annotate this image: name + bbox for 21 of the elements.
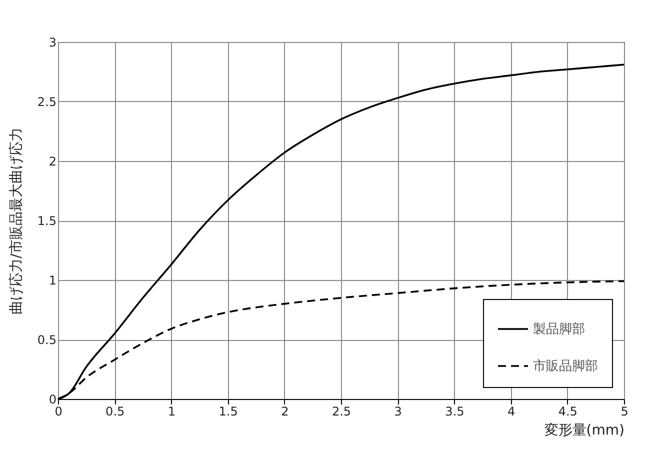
legend-label: 製品脚部 [533,322,585,337]
x-tick-label: 3 [394,404,402,418]
x-tick-label: 4 [507,404,516,418]
y-tick-label: 1 [48,274,56,288]
y-tick-label: 0 [48,392,56,406]
x-tick-label: 3.5 [445,404,464,418]
y-axis-title: 曲げ応力/市販品最大曲げ応力 [8,128,24,314]
x-tick-label: 2 [281,404,289,418]
legend-label: 市販品脚部 [533,359,598,374]
x-tick-label: 1 [168,404,176,418]
y-tick-label: 2.5 [37,95,56,109]
y-tick-label: 3 [48,36,56,50]
x-tick-label: 1.5 [218,404,238,418]
x-tick-label: 2.5 [332,404,352,418]
y-tick-label: 0.5 [37,333,56,347]
y-tick-label: 1.5 [37,214,56,228]
x-tick-label: 0.5 [106,404,125,418]
x-tick-label: 4.5 [558,404,578,418]
y-tick-label: 2 [48,154,56,168]
x-tick-label: 5 [620,404,628,418]
x-axis-title: 変形量(mm) [544,422,624,438]
